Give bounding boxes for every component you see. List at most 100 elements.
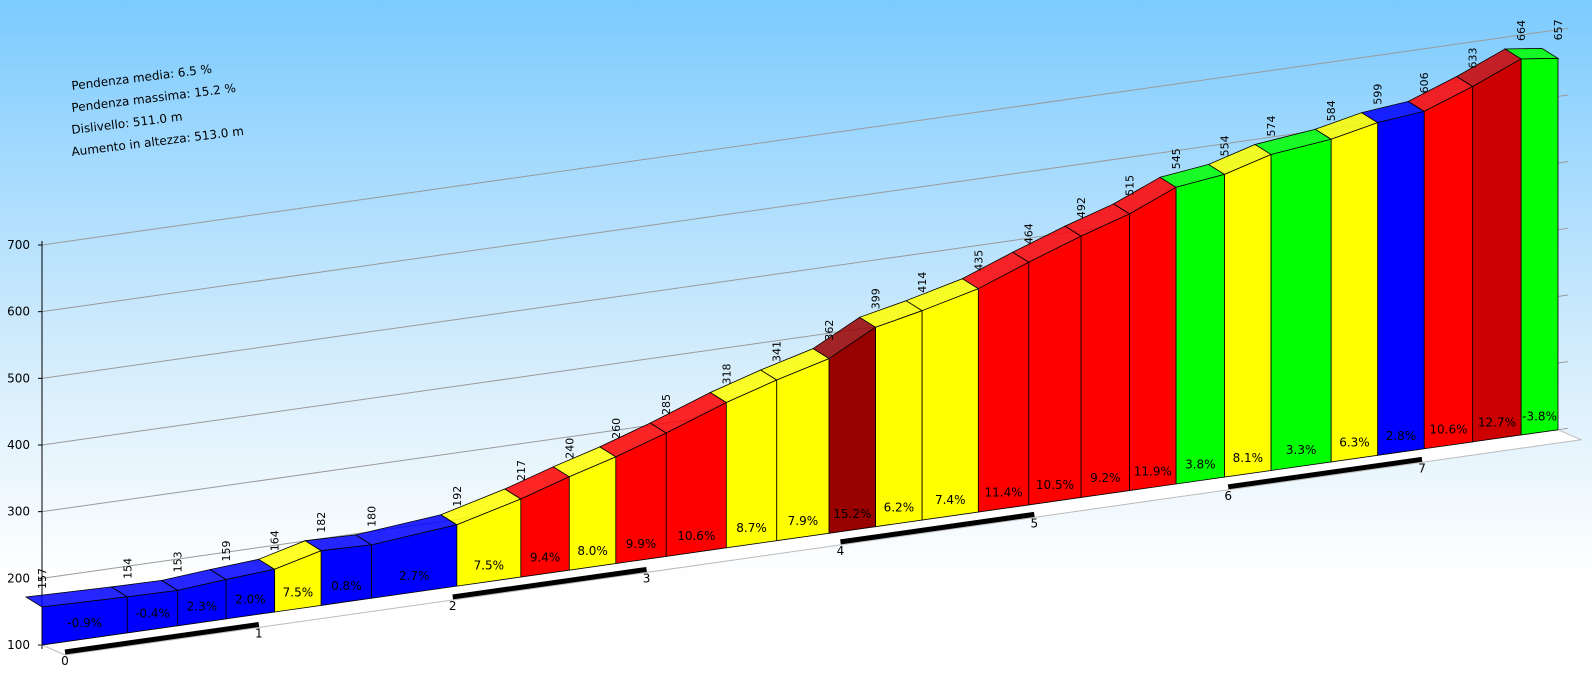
slope-label: 7.9%	[788, 514, 819, 528]
x-tick-label: 4	[837, 544, 845, 558]
segment-face	[1175, 173, 1225, 485]
segment	[24, 586, 129, 646]
slope-label: 8.0%	[577, 544, 608, 558]
segment	[1254, 128, 1333, 471]
segment-face	[921, 288, 979, 521]
slope-label: -0.4%	[135, 606, 170, 620]
slope-label: -3.8%	[1522, 409, 1557, 423]
elevation-label: 180	[366, 506, 379, 527]
segment-face	[875, 310, 923, 528]
elevation-label: 515	[1124, 175, 1137, 196]
elevation-label: 157	[36, 568, 49, 589]
elevation-label: 584	[1325, 100, 1338, 121]
segment-face	[1080, 213, 1130, 498]
slope-label: 10.6%	[677, 529, 715, 543]
elevation-label: 492	[1075, 197, 1088, 218]
elevation-label: 318	[720, 363, 733, 384]
elevation-label: 240	[563, 438, 576, 459]
segment-face	[1472, 58, 1522, 443]
segment-face	[1423, 85, 1474, 450]
elevation-label: 154	[121, 558, 134, 579]
elevation-label: 435	[972, 250, 985, 271]
elevation-label: 260	[610, 418, 623, 439]
x-tick-label: 1	[255, 626, 263, 640]
x-tick-label: 6	[1224, 489, 1232, 503]
segment	[759, 348, 830, 542]
x-tick-label: 7	[1418, 461, 1426, 475]
slope-label: 0.8%	[331, 579, 362, 593]
km-bar	[452, 566, 647, 600]
segment-face	[1270, 138, 1332, 471]
segment-face	[1224, 153, 1272, 478]
km-bar	[64, 621, 260, 655]
slope-label: 2.7%	[399, 569, 430, 583]
elevation-label: 554	[1219, 135, 1232, 156]
elevation-label: 414	[916, 272, 929, 293]
slope-label: 11.4%	[984, 485, 1022, 499]
segment	[649, 392, 728, 557]
segment	[1407, 76, 1474, 450]
grid-line	[41, 27, 1569, 246]
y-tick-label: 400	[7, 438, 30, 452]
slope-label: 2.0%	[235, 592, 266, 606]
elevation-label: 153	[172, 551, 185, 572]
segment-face	[1028, 235, 1082, 506]
elevation-label: 341	[771, 341, 784, 362]
segment	[209, 558, 276, 620]
elevation-label: 664	[1515, 20, 1528, 41]
slope-label: 9.4%	[530, 551, 561, 565]
segment-face	[1377, 110, 1425, 456]
slope-label: 7.4%	[935, 493, 966, 507]
slope-label: 12.7%	[1478, 415, 1516, 429]
slope-label: 10.6%	[1429, 422, 1467, 436]
elevation-label: 599	[1372, 84, 1385, 105]
slope-label: 6.2%	[884, 500, 915, 514]
slope-label: 2.8%	[1386, 429, 1417, 443]
segment	[1011, 225, 1082, 506]
slope-label: 15.2%	[833, 507, 871, 521]
segment	[1360, 100, 1426, 456]
elevation-label: 399	[870, 288, 883, 309]
slope-label: 7.5%	[474, 559, 505, 573]
elevation-label: 574	[1265, 115, 1278, 136]
segment-face	[977, 261, 1030, 513]
segment-face	[1330, 122, 1379, 463]
y-tick-label: 300	[7, 505, 30, 519]
segment	[961, 251, 1030, 513]
slope-label: 9.2%	[1090, 471, 1121, 485]
slope-label: 9.9%	[626, 537, 657, 551]
elevation-label: 657	[1552, 19, 1565, 40]
elevation-label: 217	[515, 460, 528, 481]
y-tick-label: 700	[7, 238, 30, 252]
elevation-label: 192	[451, 486, 464, 507]
segment	[812, 316, 877, 534]
slope-label: 6.3%	[1339, 436, 1370, 450]
elevation-label: 362	[823, 320, 836, 341]
y-tick-label: 200	[7, 571, 30, 585]
elevation-label: 182	[315, 512, 328, 533]
y-tick-label: 100	[7, 638, 30, 652]
y-tick-label: 500	[7, 371, 30, 385]
elevation-label: 545	[1170, 148, 1183, 169]
x-tick-label: 0	[61, 654, 69, 668]
slope-label: 8.7%	[736, 521, 767, 535]
segment-face	[1520, 57, 1559, 436]
elevation-label: 464	[1023, 223, 1036, 244]
y-tick-label: 600	[7, 305, 30, 319]
elevation-label: 285	[660, 394, 673, 415]
segment-face	[320, 544, 372, 606]
elevation-label: 159	[220, 541, 233, 562]
segment-face	[1129, 186, 1177, 492]
slope-label: 7.5%	[283, 586, 314, 600]
segment	[439, 488, 522, 587]
slope-label: 3.8%	[1185, 458, 1216, 472]
segment	[598, 422, 668, 564]
segment	[858, 300, 924, 528]
segment	[905, 278, 980, 521]
slope-label: 11.9%	[1134, 464, 1172, 478]
km-bar	[840, 511, 1035, 545]
elevation-label: 633	[1467, 48, 1480, 69]
x-tick-label: 3	[643, 571, 651, 585]
elevation-label: 606	[1418, 72, 1431, 93]
